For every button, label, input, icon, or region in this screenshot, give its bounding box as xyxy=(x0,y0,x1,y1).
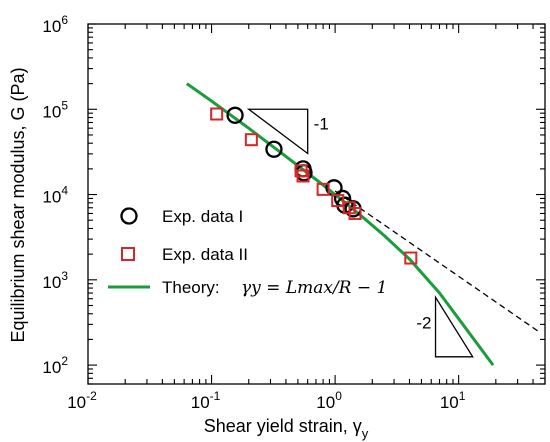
y-axis-title: Equilibrium shear modulus, G (Pa) xyxy=(8,67,28,342)
legend-label-theory: Theory: xyxy=(162,278,220,297)
x-tick-label: 10-1 xyxy=(191,389,221,412)
data-point-exp-2 xyxy=(296,169,310,183)
tick-base: 10 xyxy=(316,393,335,412)
legend-label-theory-equation: γy = Lmax/R − 1 xyxy=(241,278,387,298)
data-point-exp-2 xyxy=(210,107,224,121)
slope-label-minus-2: -2 xyxy=(416,313,431,332)
data-point-exp-2 xyxy=(404,251,418,265)
tick-exponent: 3 xyxy=(61,269,68,283)
data-point-exp-1 xyxy=(226,106,244,124)
y-tick-label: 105 xyxy=(42,98,68,121)
x-tick-label: 10-2 xyxy=(67,389,97,412)
tick-exponent: 2 xyxy=(61,354,68,368)
x-tick-label: 101 xyxy=(440,389,466,412)
slope-reference-dashed-line xyxy=(334,190,540,333)
tick-base: 10 xyxy=(42,188,61,207)
tick-base: 10 xyxy=(42,358,61,377)
slope-label-minus-1: -1 xyxy=(314,114,329,133)
tick-base: 10 xyxy=(440,393,459,412)
y-tick-label: 103 xyxy=(42,269,68,292)
x-axis-title-subscript: y xyxy=(362,426,369,441)
y-tick-label: 106 xyxy=(42,13,68,36)
slope-triangle-minus-2 xyxy=(434,295,474,358)
data-point-exp-2 xyxy=(316,182,330,196)
tick-exponent: 4 xyxy=(61,184,68,198)
tick-exponent: 6 xyxy=(61,13,68,27)
tick-base: 10 xyxy=(42,273,61,292)
tick-exponent: -2 xyxy=(86,389,97,403)
tick-base: 10 xyxy=(42,17,61,36)
tick-exponent: 1 xyxy=(459,389,466,403)
legend-label-exp-data-1: Exp. data I xyxy=(162,207,243,226)
data-point-exp-2 xyxy=(348,206,362,220)
data-point-exp-1 xyxy=(265,140,283,158)
x-axis-title-text: Shear yield strain, γ xyxy=(204,416,362,436)
y-tick-label: 104 xyxy=(42,184,68,207)
slope-triangle-minus-1 xyxy=(246,108,309,155)
x-axis-title: Shear yield strain, γy xyxy=(204,416,369,441)
data-point-exp-2 xyxy=(244,133,258,147)
data-marks: -1 -2 xyxy=(185,82,540,366)
x-tick-label: 100 xyxy=(316,389,342,412)
legend-label-exp-data-2: Exp. data II xyxy=(162,245,248,264)
tick-exponent: -1 xyxy=(210,389,221,403)
tick-base: 10 xyxy=(42,102,61,121)
data-point-exp-2 xyxy=(331,194,345,208)
theory-line xyxy=(185,82,495,366)
plot-frame xyxy=(87,23,546,385)
tick-exponent: 0 xyxy=(335,389,342,403)
legend: Exp. data I Exp. data II Theory: γy = Lm… xyxy=(108,207,387,298)
tick-base: 10 xyxy=(191,393,210,412)
tick-base: 10 xyxy=(67,393,86,412)
tick-exponent: 5 xyxy=(61,98,68,112)
y-tick-label: 102 xyxy=(42,354,68,377)
legend-marker-exp-data-2 xyxy=(121,247,135,261)
legend-marker-exp-data-1 xyxy=(120,207,138,225)
